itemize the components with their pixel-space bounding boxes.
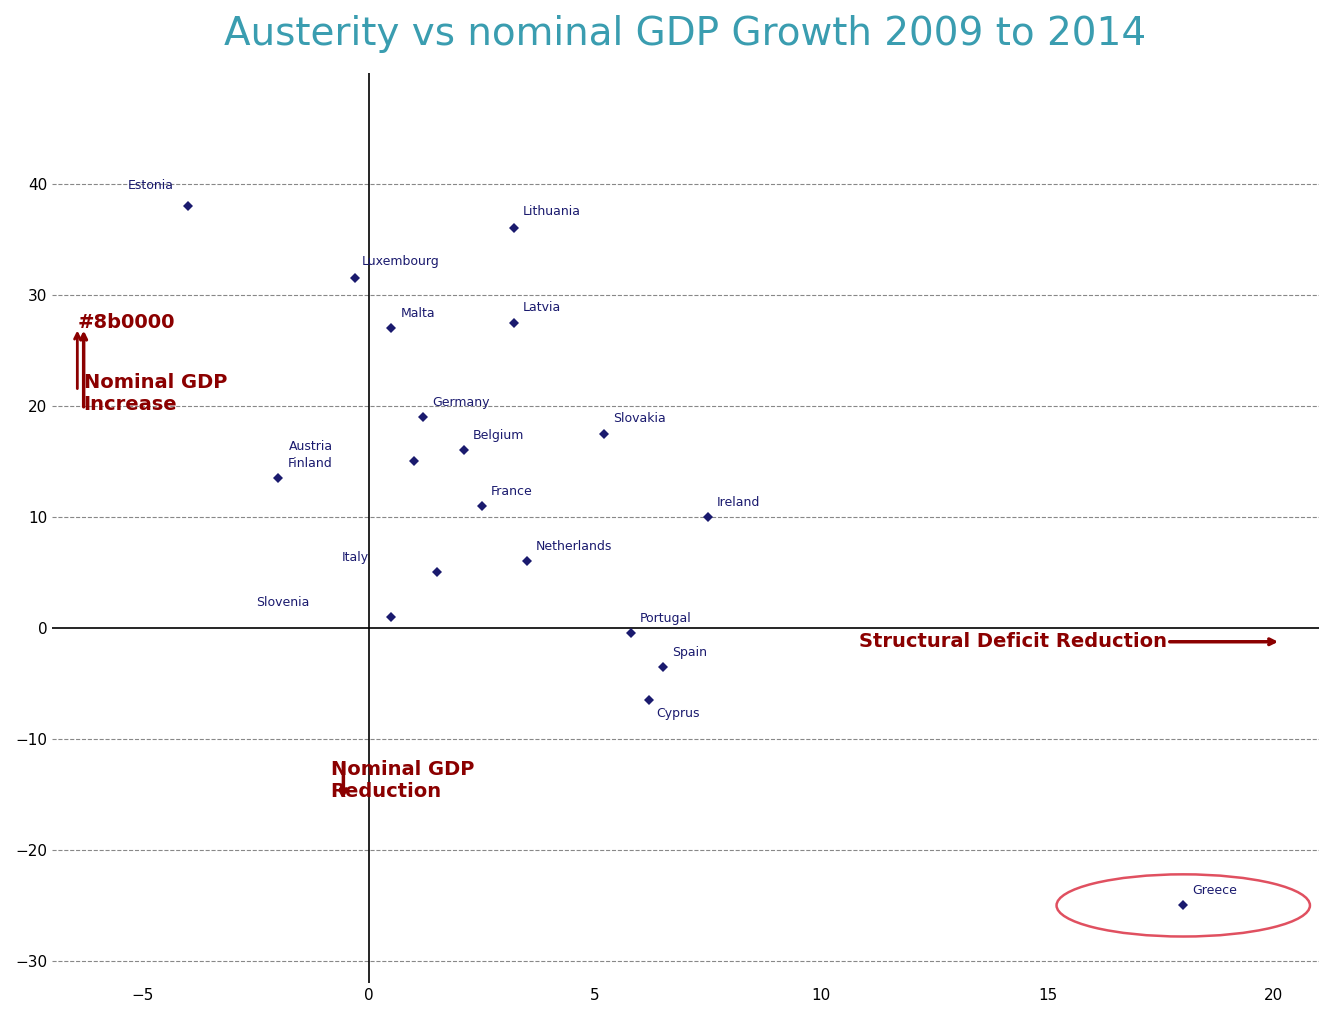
Text: Belgium: Belgium xyxy=(472,430,524,442)
Text: Nominal GDP
Increase: Nominal GDP Increase xyxy=(84,374,227,414)
Text: Lithuania: Lithuania xyxy=(523,205,580,218)
Text: Luxembourg: Luxembourg xyxy=(362,254,440,268)
Text: Netherlands: Netherlands xyxy=(536,541,612,553)
Text: Finland: Finland xyxy=(287,457,332,470)
Title: Austerity vs nominal GDP Growth 2009 to 2014: Austerity vs nominal GDP Growth 2009 to … xyxy=(224,15,1146,53)
Text: Latvia: Latvia xyxy=(523,301,560,315)
Text: Cyprus: Cyprus xyxy=(656,706,699,720)
Text: Ireland: Ireland xyxy=(718,496,760,509)
Text: Estonia: Estonia xyxy=(128,179,175,192)
Text: Germany: Germany xyxy=(432,396,490,409)
Text: #8b0000: #8b0000 xyxy=(77,313,175,332)
Text: Malta: Malta xyxy=(400,307,435,320)
Text: Slovakia: Slovakia xyxy=(614,412,666,426)
Text: Structural Deficit Reduction: Structural Deficit Reduction xyxy=(859,632,1167,652)
Text: Italy: Italy xyxy=(342,552,368,564)
Text: Spain: Spain xyxy=(672,645,707,659)
Text: Greece: Greece xyxy=(1193,885,1237,897)
Text: Nominal GDP
Reduction: Nominal GDP Reduction xyxy=(331,760,474,801)
Text: Portugal: Portugal xyxy=(640,612,692,625)
Text: Austria: Austria xyxy=(288,440,332,453)
Text: France: France xyxy=(491,485,532,498)
Text: Slovenia: Slovenia xyxy=(256,596,309,609)
